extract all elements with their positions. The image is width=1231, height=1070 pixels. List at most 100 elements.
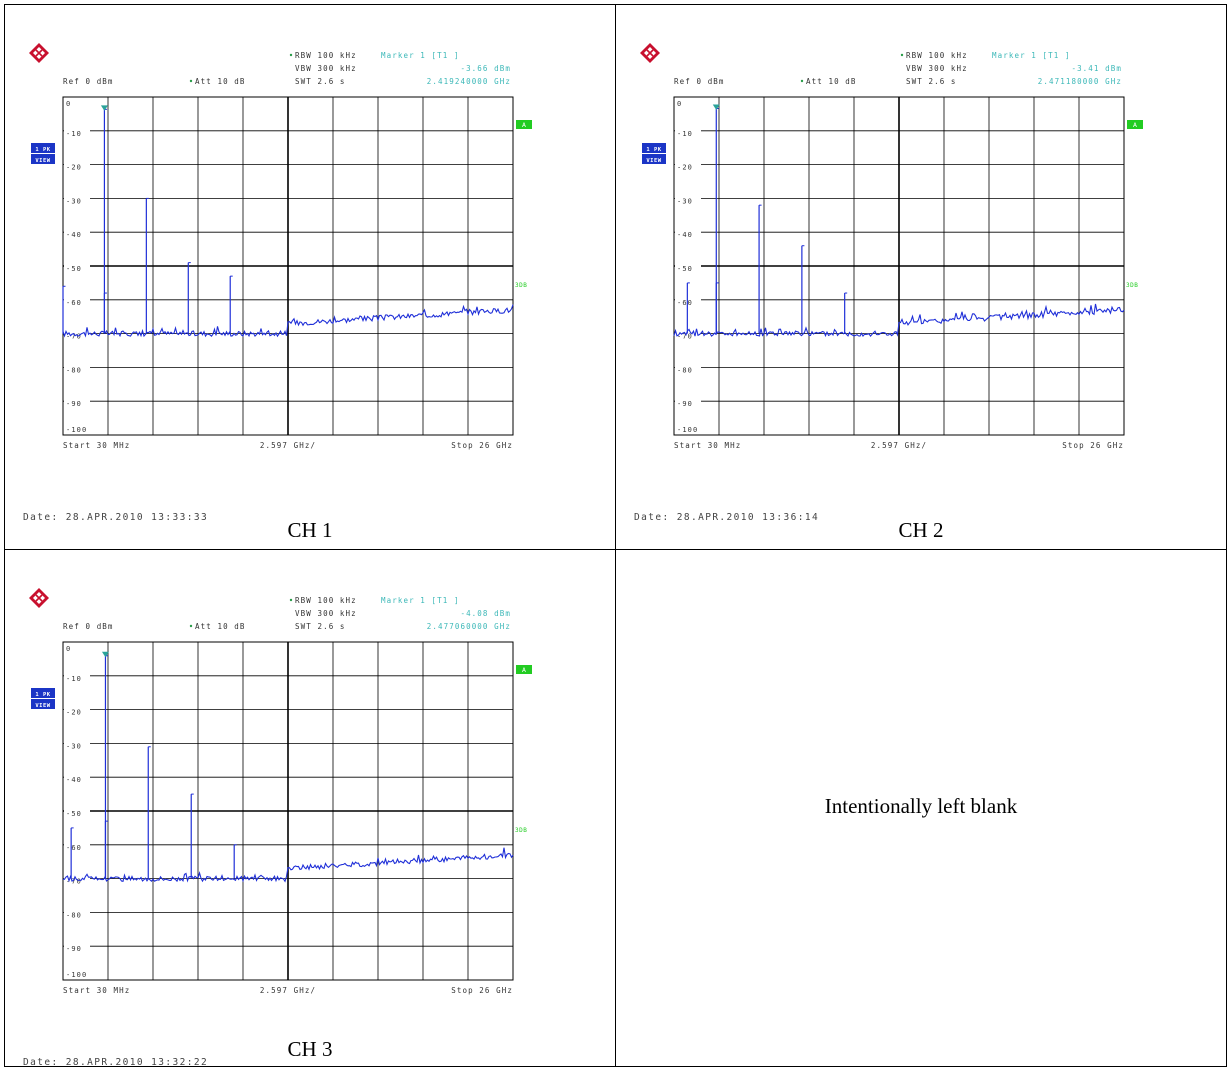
limit-label: 3DB (515, 827, 527, 834)
marker-level: -3.66 dBm (460, 64, 511, 73)
span-per-div-label: 2.597 GHz/ (871, 441, 927, 450)
limit-label: 3DB (515, 282, 527, 289)
spectrum-screenshot-ch3: RBW 100 kHz VBW 300 kHz SWT 2.6 s Marker 1 … (11, 560, 611, 1070)
y-tick-label-bg (675, 161, 701, 172)
start-frequency-label: Start 30 MHz (63, 986, 130, 995)
stop-frequency-label: Stop 26 GHz (1062, 441, 1124, 450)
spectrum-screenshot-ch2: RBW 100 kHz VBW 300 kHz SWT 2.6 s Marker 1 … (622, 15, 1222, 525)
y-tick-label: -30 (677, 197, 693, 205)
rohde-schwarz-logo-icon (29, 588, 49, 608)
swt-label: SWT 2.6 s (906, 77, 957, 86)
trace-a-text: A (522, 121, 526, 129)
date-stamp: Date: 28.APR.2010 13:33:33 (23, 512, 208, 523)
trace-a-badge (516, 120, 532, 129)
start-frequency-label: Start 30 MHz (63, 441, 130, 450)
trace-a-badge (1127, 120, 1143, 129)
grid-lines (63, 97, 513, 435)
y-tick-label-bg (64, 875, 90, 886)
trace-mode-badge (31, 688, 55, 698)
y-tick-label: -100 (66, 971, 87, 979)
span-per-div-label: 2.597 GHz/ (260, 986, 316, 995)
trace-mode-badge (31, 143, 55, 153)
y-tick-label: -70 (66, 878, 82, 886)
ref-level-label: Ref 0 dBm (63, 622, 114, 631)
grid-lines (674, 97, 1124, 435)
panel-cell-ch3: RBW 100 kHz VBW 300 kHz SWT 2.6 s Marker 1 … (4, 549, 616, 1070)
y-tick-label-bg (64, 740, 90, 751)
y-tick-label-bg (64, 127, 90, 138)
caption-ch1: CH 1 (287, 518, 333, 542)
att-indicator-icon (800, 79, 804, 83)
rbw-indicator-icon (289, 598, 293, 602)
marker-frequency: 2.477060000 GHz (427, 622, 511, 631)
y-tick-label: -60 (66, 299, 82, 307)
y-tick-label-bg (64, 943, 90, 954)
limit-label: 3DB (1126, 282, 1138, 289)
y-tick-label: -80 (66, 366, 82, 374)
y-tick-label: -90 (66, 400, 82, 408)
y-tick-label-bg (675, 195, 701, 206)
spectrum-trace (62, 304, 514, 338)
y-tick-label-bg (675, 330, 701, 341)
ref-level-label: Ref 0 dBm (674, 77, 725, 86)
y-tick-label-bg (675, 229, 701, 240)
ref-level-label: Ref 0 dBm (63, 77, 114, 86)
panel-cell-ch2: RBW 100 kHz VBW 300 kHz SWT 2.6 s Marker 1 … (615, 4, 1227, 550)
y-tick-label: 0 (66, 645, 71, 653)
y-tick-label-bg (64, 808, 90, 818)
date-stamp: Date: 28.APR.2010 13:32:22 (23, 1057, 208, 1068)
figure-table: RBW 100 kHz VBW 300 kHz SWT 2.6 s Marker 1 … (4, 4, 1227, 1070)
marker-label: Marker 1 [T1 ] (381, 596, 460, 605)
y-tick-label-bg (675, 127, 701, 138)
y-tick-label-bg (64, 774, 90, 785)
spectrum-plot-ch2: RBW 100 kHz VBW 300 kHz SWT 2.6 s Marker 1 … (634, 43, 1143, 523)
attenuation-label: Att 10 dB (195, 622, 246, 631)
grid-lines (63, 642, 513, 980)
att-indicator-icon (189, 79, 193, 83)
marker-triangle-icon (100, 105, 108, 111)
y-tick-label: 0 (677, 100, 682, 108)
vbw-label: VBW 300 kHz (295, 609, 357, 618)
stop-frequency-label: Stop 26 GHz (451, 441, 513, 450)
marker-triangle-icon (101, 651, 109, 658)
spectrum-plot-ch3: RBW 100 kHz VBW 300 kHz SWT 2.6 s Marker 1 … (23, 588, 532, 1068)
view-badge (31, 699, 55, 709)
rohde-schwarz-logo-icon (640, 43, 660, 63)
panel-cell-blank: Intentionally left blank (615, 549, 1227, 1067)
y-tick-label: -70 (677, 333, 693, 341)
marker-level: -3.41 dBm (1071, 64, 1122, 73)
y-tick-label: -40 (66, 776, 82, 784)
y-tick-label: -90 (66, 945, 82, 953)
y-tick-label: -70 (66, 333, 82, 341)
rohde-schwarz-logo-icon (29, 43, 49, 63)
date-stamp: Date: 28.APR.2010 13:36:14 (634, 512, 819, 523)
rbw-label: RBW 100 kHz (295, 596, 357, 605)
swt-label: SWT 2.6 s (295, 77, 346, 86)
y-tick-label-bg (64, 263, 90, 273)
att-indicator-icon (189, 624, 193, 628)
y-tick-label-bg (64, 229, 90, 240)
y-tick-label-bg (64, 296, 90, 307)
y-tick-label: -50 (677, 265, 693, 273)
y-tick-label: -40 (677, 231, 693, 239)
y-tick-label-bg (64, 909, 90, 920)
y-tick-label: -20 (66, 709, 82, 717)
view-badge (642, 154, 666, 164)
marker-label: Marker 1 [T1 ] (381, 51, 460, 60)
marker-level: -4.08 dBm (460, 609, 511, 618)
y-tick-label: -10 (66, 130, 82, 138)
y-tick-label-bg (64, 672, 90, 683)
blank-cell-text: Intentionally left blank (824, 794, 1018, 818)
y-tick-label: -100 (677, 426, 698, 434)
view-text: VIEW (35, 703, 50, 709)
spectrum-trace (673, 303, 1125, 338)
rbw-label: RBW 100 kHz (295, 51, 357, 60)
marker-frequency: 2.471180000 GHz (1038, 77, 1122, 86)
y-tick-label-bg (64, 398, 90, 409)
y-tick-label-bg (64, 364, 90, 375)
y-tick-label: -80 (66, 911, 82, 919)
y-tick-label: -60 (66, 844, 82, 852)
view-badge (31, 154, 55, 164)
y-tick-label-bg (675, 364, 701, 375)
stop-frequency-label: Stop 26 GHz (451, 986, 513, 995)
